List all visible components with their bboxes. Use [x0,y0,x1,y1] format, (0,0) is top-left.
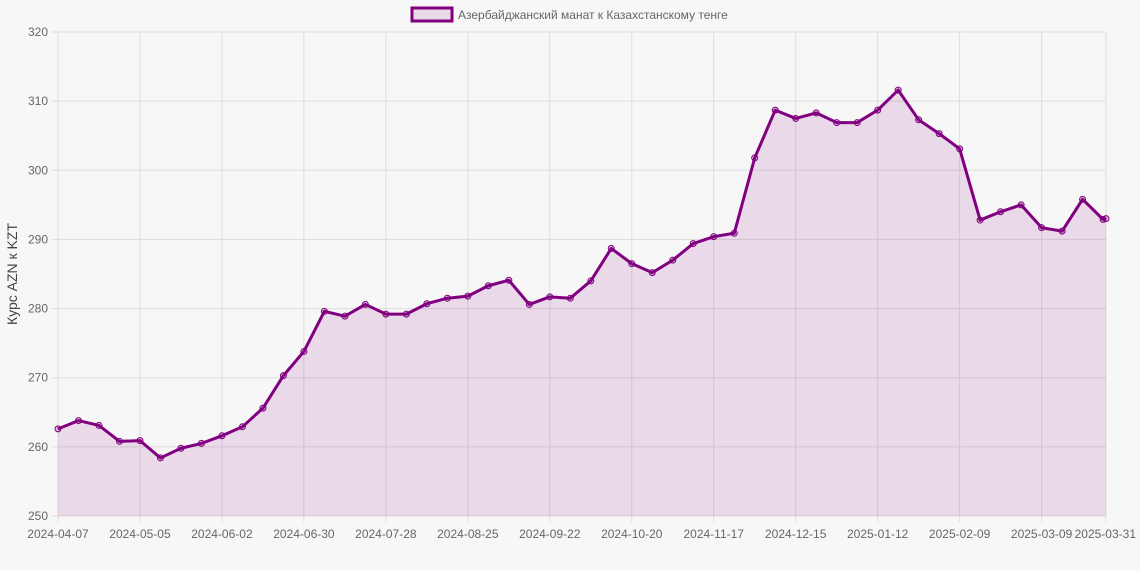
data-point [628,260,636,268]
data-point [136,437,144,445]
data-point [1079,195,1087,203]
data-point [525,300,533,308]
data-point [607,244,615,252]
y-tick-label: 260 [28,440,48,454]
data-point [402,310,410,318]
data-point [1038,224,1046,232]
data-point [505,276,513,284]
data-point [1102,215,1110,223]
y-tick-label: 290 [28,232,48,246]
data-point [812,109,820,117]
data-point [976,216,984,224]
data-point [197,439,205,447]
y-axis-label: Курс AZN к KZT [4,223,20,325]
data-point [956,145,964,153]
data-point [689,240,697,248]
data-point [874,106,882,114]
legend-swatch[interactable] [410,6,454,23]
y-tick-label: 300 [28,163,48,177]
data-point [710,233,718,241]
data-point [751,154,759,162]
data-point [464,292,472,300]
x-tick-label: 2024-12-15 [765,527,827,541]
data-point [320,307,328,315]
data-point [997,208,1005,216]
data-point [341,312,349,320]
x-tick-label: 2024-05-05 [109,527,171,541]
x-tick-label: 2024-04-07 [27,527,89,541]
data-point [792,114,800,122]
legend-label[interactable]: Азербайджанский манат к Казахстанскому т… [458,8,728,22]
data-point [853,119,861,127]
x-tick-label: 2025-01-12 [847,527,909,541]
x-tick-label: 2024-11-17 [683,527,744,541]
y-tick-label: 310 [28,94,48,108]
data-point [546,293,554,301]
x-tick-label: 2024-07-28 [355,527,417,541]
data-point [382,310,390,318]
data-point [238,423,246,431]
x-tick-label: 2024-09-22 [519,527,581,541]
data-point [156,454,164,462]
y-tick-label: 280 [28,302,48,316]
data-point [935,130,943,138]
grid [52,31,1107,522]
y-tick-label: 250 [28,509,48,523]
data-point [95,421,103,429]
data-point [115,437,123,445]
legend[interactable]: Азербайджанский манат к Казахстанскому т… [410,6,728,23]
x-tick-label: 2024-06-02 [191,527,253,541]
x-axis-ticks: 2024-04-07 2024-05-05 2024-06-02 2024-06-30… [27,527,1136,541]
data-point [361,300,369,308]
data-point [300,347,308,355]
data-point [566,294,574,302]
data-point [423,300,431,308]
data-points [54,86,1110,462]
data-point [915,116,923,124]
data-point [771,106,779,114]
y-axis-ticks: 250 260 270 280 290 300 310 320 [28,25,48,523]
data-point [669,256,677,264]
data-point [730,229,738,237]
x-tick-label: 2025-03-31 [1075,527,1137,541]
x-tick-label: 2025-03-09 [1011,527,1073,541]
data-point [648,269,656,277]
data-point [443,294,451,302]
data-point [484,282,492,290]
area-fill-layer [58,90,1106,516]
x-tick-label: 2024-06-30 [273,527,335,541]
y-tick-label: 270 [28,371,48,385]
series-line-layer [57,88,1107,460]
data-point [1058,227,1066,235]
data-point [587,277,595,285]
data-point [259,404,267,412]
series-line [57,88,1107,460]
data-point [1017,201,1025,209]
data-point [218,432,226,440]
data-point [279,372,287,380]
x-tick-label: 2024-10-20 [601,527,663,541]
area-fill [58,90,1106,516]
data-point [74,417,82,425]
y-tick-label: 320 [28,25,48,39]
data-point [54,425,62,433]
data-point [894,86,902,94]
data-point [833,119,841,127]
data-point [177,444,185,452]
x-tick-label: 2025-02-09 [929,527,991,541]
x-tick-label: 2024-08-25 [437,527,499,541]
